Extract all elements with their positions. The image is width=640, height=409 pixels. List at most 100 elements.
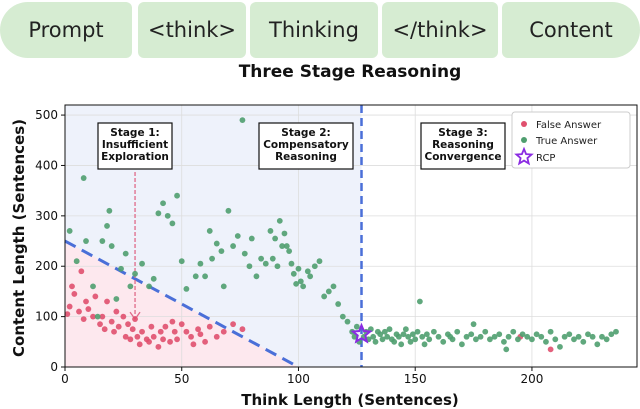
- true-answer-point: [463, 333, 470, 340]
- stage-box-2-line: Stage 2:: [281, 127, 330, 139]
- false-answer-point: [230, 321, 236, 328]
- true-answer-point: [80, 175, 87, 181]
- false-answer-point: [111, 328, 117, 335]
- true-answer-point: [155, 210, 162, 217]
- false-answer-point: [83, 298, 89, 305]
- true-answer-point: [295, 265, 302, 272]
- y-tick-label: 100: [35, 310, 58, 324]
- true-answer-point: [169, 220, 176, 227]
- true-answer-point: [585, 331, 591, 338]
- true-answer-point: [505, 333, 512, 340]
- true-answer-point: [426, 336, 433, 343]
- false-answer-point: [157, 328, 164, 335]
- true-answer-point: [274, 263, 281, 270]
- pipeline-row: Prompt <think> Thinking </think> Content: [0, 0, 640, 60]
- true-answer-point: [267, 228, 274, 234]
- false-answer-point: [146, 338, 152, 345]
- true-answer-point: [372, 338, 379, 345]
- true-answer-point: [501, 338, 507, 345]
- false-answer-point: [122, 333, 129, 340]
- true-answer-point: [83, 238, 89, 244]
- false-answer-point: [171, 328, 178, 335]
- true-answer-point: [503, 346, 510, 353]
- stage-box-1-line: Exploration: [101, 151, 169, 163]
- true-answer-point: [435, 333, 442, 340]
- chart-title: Three Stage Reasoning: [238, 62, 462, 82]
- y-axis-label: Content Length (Sentences): [10, 119, 28, 357]
- y-tick-label: 400: [35, 158, 58, 172]
- true-answer-point: [386, 326, 393, 333]
- true-answer-point: [262, 260, 269, 267]
- true-answer-point: [519, 331, 526, 338]
- true-answer-point: [533, 331, 540, 338]
- true-answer-point: [589, 333, 596, 340]
- true-answer-point: [279, 243, 286, 249]
- true-answer-point: [571, 336, 577, 343]
- false-answer-point: [162, 323, 169, 330]
- true-answer-point: [430, 328, 437, 335]
- true-answer-point: [206, 228, 213, 234]
- true-answer-point: [423, 331, 430, 338]
- false-answer-point: [129, 326, 136, 333]
- false-answer-point: [76, 308, 82, 315]
- true-answer-point: [209, 255, 215, 262]
- true-answer-point: [613, 328, 619, 335]
- true-answer-point: [192, 273, 199, 280]
- x-axis-label: Think Length (Sentences): [241, 391, 459, 409]
- true-answer-point: [106, 207, 113, 214]
- true-answer-point: [538, 333, 545, 340]
- false-answer-point: [115, 323, 122, 330]
- true-answer-point: [272, 235, 279, 242]
- true-answer-point: [174, 192, 180, 199]
- true-answer-point: [230, 243, 236, 249]
- false-answer-point: [197, 331, 204, 338]
- true-answer-point: [477, 333, 484, 340]
- false-answer-point: [150, 333, 157, 340]
- true-answer-point: [146, 283, 152, 290]
- y-tick-label: 200: [35, 259, 58, 273]
- stage-box-1-line: Insufficient: [102, 139, 168, 151]
- true-answer-point: [552, 336, 559, 343]
- true-answer-point: [561, 333, 568, 340]
- x-tick-label: 150: [404, 372, 427, 386]
- false-answer-point: [97, 321, 103, 328]
- true-answer-point: [239, 117, 246, 124]
- true-answer-point: [178, 258, 185, 265]
- true-answer-point: [304, 268, 311, 275]
- true-answer-point: [414, 328, 421, 335]
- legend-box: [511, 111, 631, 169]
- legend-rcp-label: RCP: [536, 153, 555, 164]
- stage-box-2-line: Reasoning: [275, 151, 337, 163]
- true-answer-point: [269, 255, 276, 262]
- false-answer-point: [71, 291, 78, 297]
- true-answer-point: [118, 265, 124, 272]
- false-answer-point: [104, 298, 110, 305]
- false-answer-point: [148, 323, 155, 330]
- pipeline-stage-think-close: </think>: [382, 2, 498, 58]
- x-tick-label: 100: [287, 372, 310, 386]
- true-answer-point: [258, 255, 265, 262]
- true-answer-point: [580, 338, 587, 345]
- true-answer-point: [288, 260, 295, 267]
- true-answer-point: [391, 338, 398, 345]
- plot-frame: [64, 104, 638, 368]
- true-answer-point: [487, 336, 493, 343]
- stage-box-3-line: Reasoning: [432, 139, 494, 151]
- pipeline-stage-think-open: <think>: [138, 2, 246, 58]
- false-answer-point: [183, 328, 190, 335]
- false-answer-point: [160, 336, 166, 343]
- true-answer-point: [566, 331, 573, 338]
- true-answer-point: [381, 328, 388, 335]
- false-answer-point: [169, 318, 176, 325]
- stage-box-3-line: Convergence: [425, 151, 502, 163]
- stage-box-2: [258, 122, 354, 170]
- true-answer-point: [94, 313, 101, 320]
- stage-box-2-line: Compensatory: [263, 139, 349, 151]
- legend-rcp-marker: [514, 146, 534, 166]
- true-answer-point: [405, 333, 412, 340]
- true-answer-point: [283, 243, 290, 249]
- true-answer-point: [384, 333, 391, 340]
- true-answer-point: [316, 258, 323, 265]
- true-answer-point: [515, 336, 521, 343]
